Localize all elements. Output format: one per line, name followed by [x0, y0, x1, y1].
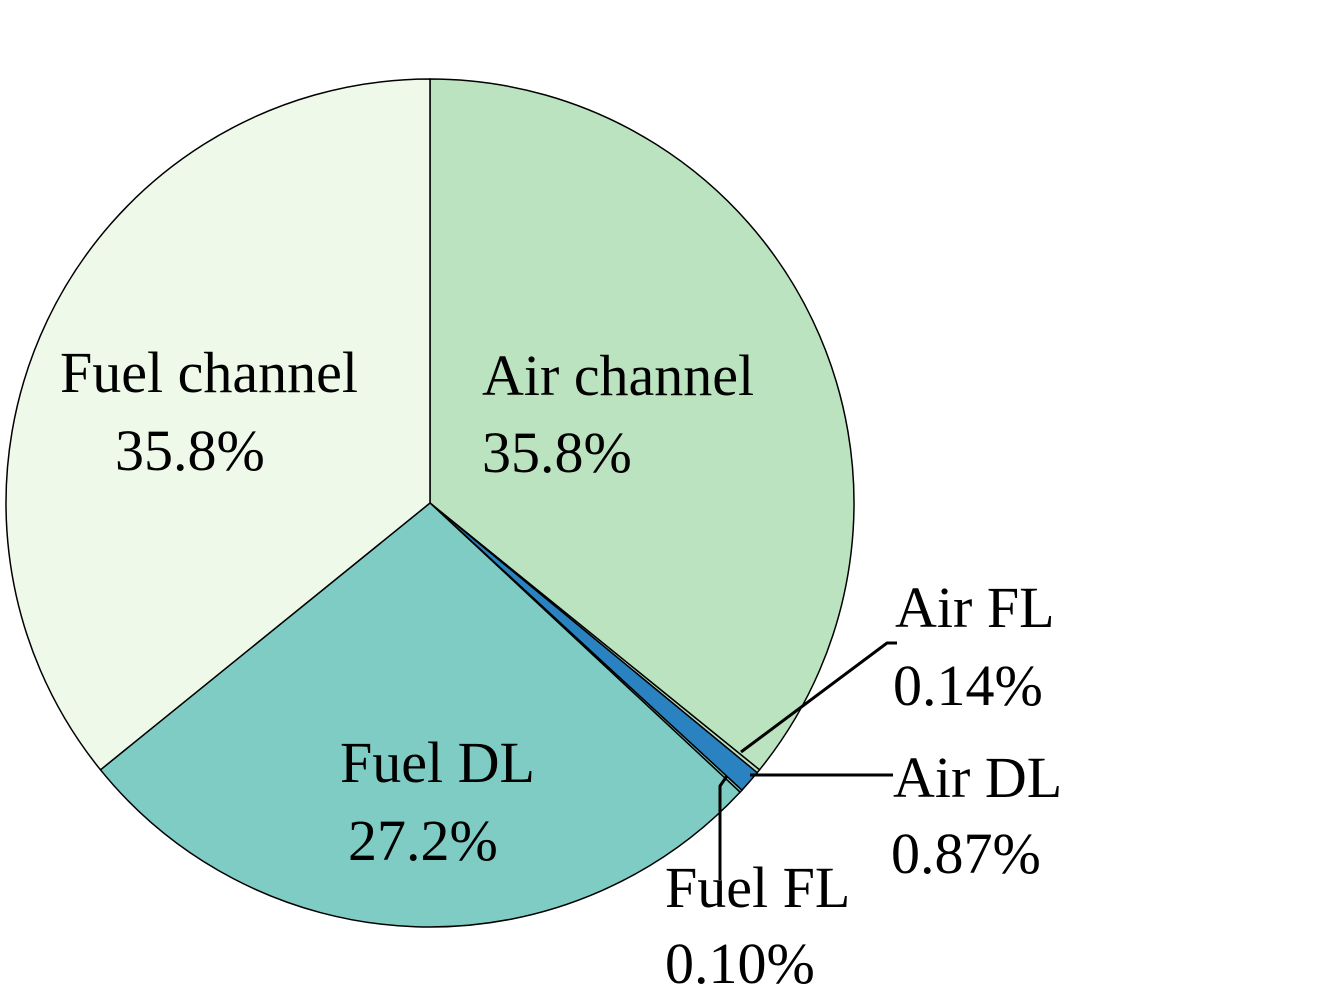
slice [429, 78, 855, 771]
slice-label: Fuel DL [340, 730, 535, 795]
value-label: 35.8% [482, 420, 632, 485]
slice-label: Air DL [893, 745, 1062, 810]
leader-lines [718, 641, 897, 880]
leader-line [740, 641, 897, 754]
slice-label: Air FL [895, 575, 1055, 640]
slices [5, 78, 855, 928]
slice-label: Air channel [482, 343, 754, 408]
value-label: 0.14% [893, 653, 1043, 718]
value-label: 0.87% [891, 821, 1041, 886]
leader-line [718, 775, 729, 880]
slice-label: Fuel channel [60, 340, 358, 405]
slice [5, 78, 431, 771]
value-label: 35.8% [115, 418, 265, 483]
slice-label: Fuel FL [665, 855, 850, 920]
value-label: 27.2% [348, 808, 498, 873]
value-label: 0.10% [665, 931, 815, 996]
slice [99, 502, 742, 928]
